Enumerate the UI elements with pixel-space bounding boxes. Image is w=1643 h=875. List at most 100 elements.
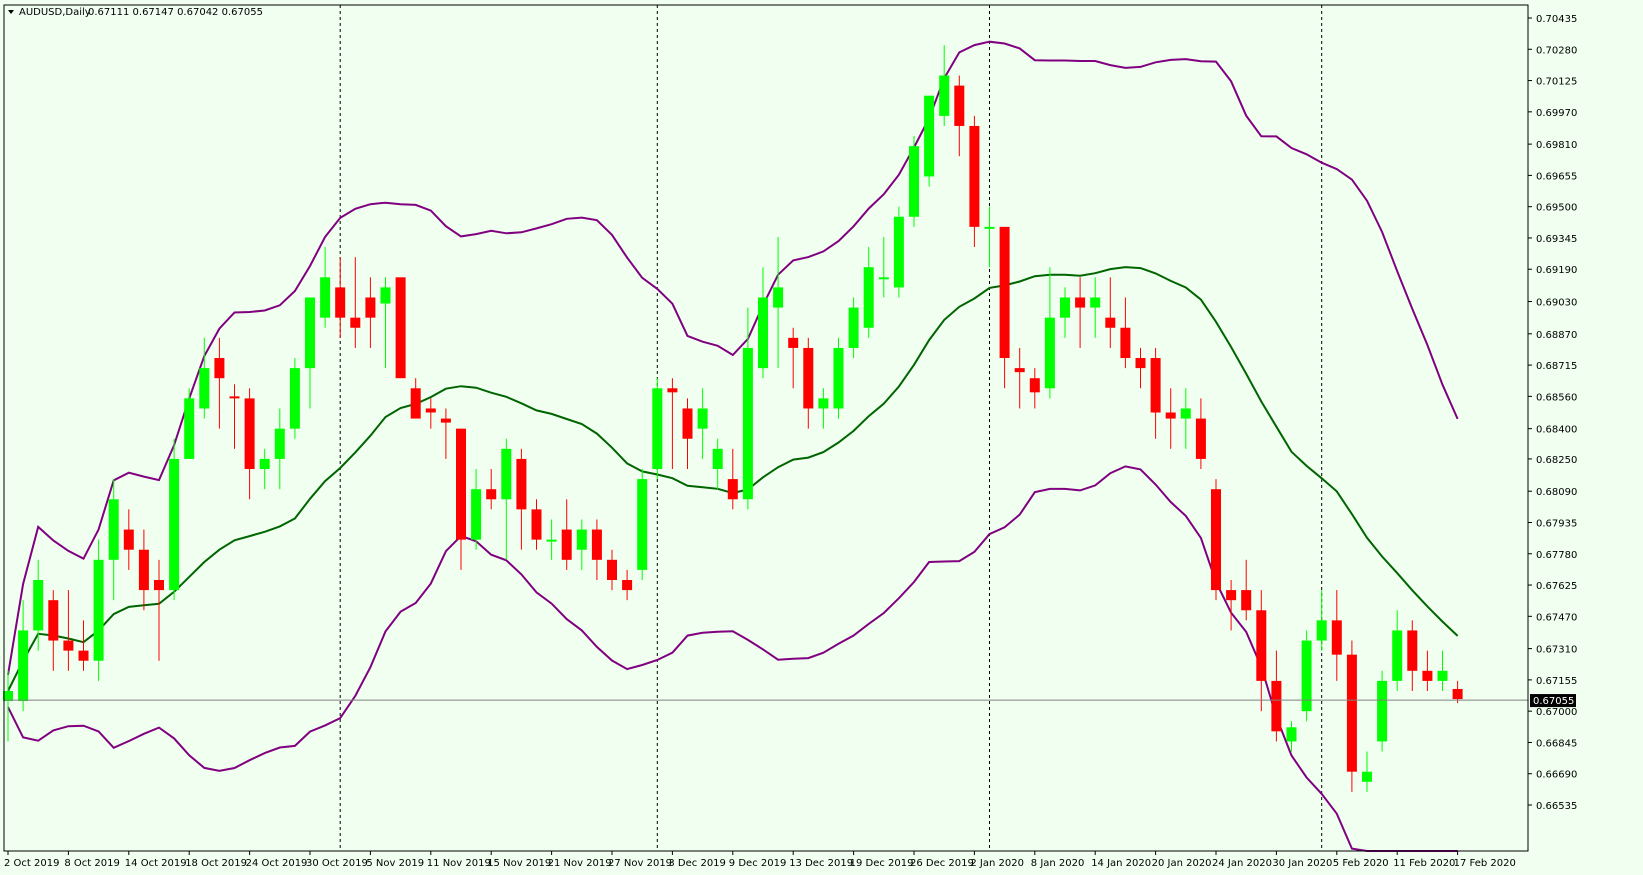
- candle-body: [440, 418, 451, 423]
- symbol-title: AUDUSD,Daily: [19, 7, 91, 18]
- candle-body: [939, 75, 950, 116]
- current-price-value: 0.67055: [1533, 696, 1574, 707]
- x-tick-label: 30 Jan 2020: [1272, 858, 1332, 869]
- y-tick-label: 0.67780: [1536, 550, 1577, 561]
- candle-body: [712, 448, 723, 470]
- y-tick-label: 0.67625: [1536, 581, 1577, 592]
- x-tick-label: 24 Oct 2019: [246, 858, 308, 869]
- candle-body: [18, 630, 29, 702]
- candle-body: [561, 529, 572, 560]
- candle-body: [320, 277, 331, 318]
- candle-body: [999, 226, 1010, 359]
- candle-body: [63, 640, 74, 651]
- ohlc-values: 0.67111 0.67147 0.67042 0.67055: [88, 7, 263, 18]
- candle-body: [773, 287, 784, 308]
- y-tick-label: 0.69030: [1536, 298, 1577, 309]
- candle-body: [1044, 317, 1055, 389]
- candle-body: [1135, 358, 1146, 369]
- x-tick-label: 19 Dec 2019: [850, 858, 914, 869]
- y-tick-label: 0.67935: [1536, 518, 1577, 529]
- candle-body: [1301, 640, 1312, 712]
- candle-body: [848, 307, 859, 348]
- candle-body: [652, 388, 663, 470]
- upper-band-line: [7, 40, 1459, 675]
- y-tick-label: 0.68400: [1536, 425, 1577, 436]
- candle-body: [1120, 327, 1131, 359]
- candle-body: [1407, 630, 1418, 671]
- candle-body: [984, 226, 995, 229]
- x-tick-label: 17 Feb 2020: [1454, 858, 1516, 869]
- candle-body: [1362, 771, 1372, 782]
- candle-body: [48, 600, 59, 641]
- candle-body: [108, 499, 119, 560]
- candle-body: [607, 559, 617, 580]
- y-tick-label: 0.69970: [1536, 108, 1577, 119]
- candle-body: [878, 277, 889, 280]
- collapse-triangle-icon[interactable]: [8, 10, 14, 14]
- y-tick-label: 0.69810: [1536, 140, 1577, 151]
- x-tick-label: 21 Nov 2019: [548, 858, 612, 869]
- candle-body: [788, 337, 799, 348]
- candle-body: [274, 428, 285, 459]
- candle-body: [818, 398, 829, 409]
- candle-body: [1256, 610, 1267, 681]
- candle-body: [1271, 680, 1282, 732]
- candle-body: [863, 267, 874, 328]
- candle-body: [214, 358, 225, 379]
- candle-body: [1437, 670, 1448, 681]
- candle-body: [1226, 590, 1237, 601]
- candle-body: [1090, 297, 1101, 308]
- y-tick-label: 0.68560: [1536, 392, 1577, 403]
- candle-body: [305, 297, 315, 369]
- candle-body: [1165, 412, 1176, 419]
- candle-body: [954, 85, 965, 126]
- candle-body: [1180, 408, 1191, 419]
- y-tick-label: 0.66845: [1536, 738, 1577, 749]
- candle-body: [1316, 620, 1327, 641]
- x-tick-label: 20 Jan 2020: [1152, 858, 1212, 869]
- candle-body: [742, 347, 753, 500]
- candle-body: [893, 216, 904, 288]
- candle-body: [456, 428, 466, 540]
- candle-body: [727, 479, 738, 500]
- candle-body: [1452, 688, 1463, 700]
- x-tick-label: 5 Nov 2019: [366, 858, 424, 869]
- x-tick-label: 8 Oct 2019: [64, 858, 119, 869]
- candle-body: [622, 579, 633, 591]
- y-tick-label: 0.70435: [1536, 14, 1577, 25]
- x-tick-label: 5 Feb 2020: [1333, 858, 1389, 869]
- x-tick-label: 2 Jan 2020: [970, 858, 1024, 869]
- candle-body: [1422, 670, 1433, 681]
- x-tick-label: 14 Jan 2020: [1091, 858, 1151, 869]
- candle-body: [3, 690, 13, 702]
- candle-body: [1105, 317, 1116, 328]
- candles: [3, 45, 1463, 792]
- chart-header: AUDUSD,Daily 0.67111 0.67147 0.67042 0.6…: [8, 7, 263, 18]
- candle-body: [546, 539, 557, 542]
- candle-body: [1029, 378, 1040, 393]
- candle-body: [229, 396, 240, 399]
- y-tick-label: 0.67000: [1536, 707, 1577, 718]
- candle-body: [1241, 590, 1252, 611]
- y-tick-label: 0.68090: [1536, 487, 1577, 498]
- candle-body: [1211, 489, 1221, 591]
- x-tick-label: 27 Nov 2019: [608, 858, 672, 869]
- candle-body: [1286, 727, 1297, 742]
- candle-body: [169, 458, 180, 591]
- plot-frame: [3, 4, 1529, 852]
- y-tick-label: 0.70125: [1536, 77, 1577, 88]
- candle-body: [335, 287, 346, 318]
- candle-body: [682, 408, 693, 439]
- x-tick-label: 9 Dec 2019: [729, 858, 787, 869]
- candle-body: [637, 479, 648, 570]
- candle-body: [1331, 620, 1342, 655]
- candle-body: [667, 388, 678, 393]
- candle-body: [410, 388, 421, 419]
- x-tick-label: 8 Jan 2020: [1031, 858, 1085, 869]
- y-tick-label: 0.66690: [1536, 770, 1577, 781]
- x-tick-label: 24 Jan 2020: [1212, 858, 1272, 869]
- y-axis: 0.70435 0.70280 0.70125 0.69970 0.69810 0.696…: [1528, 14, 1577, 812]
